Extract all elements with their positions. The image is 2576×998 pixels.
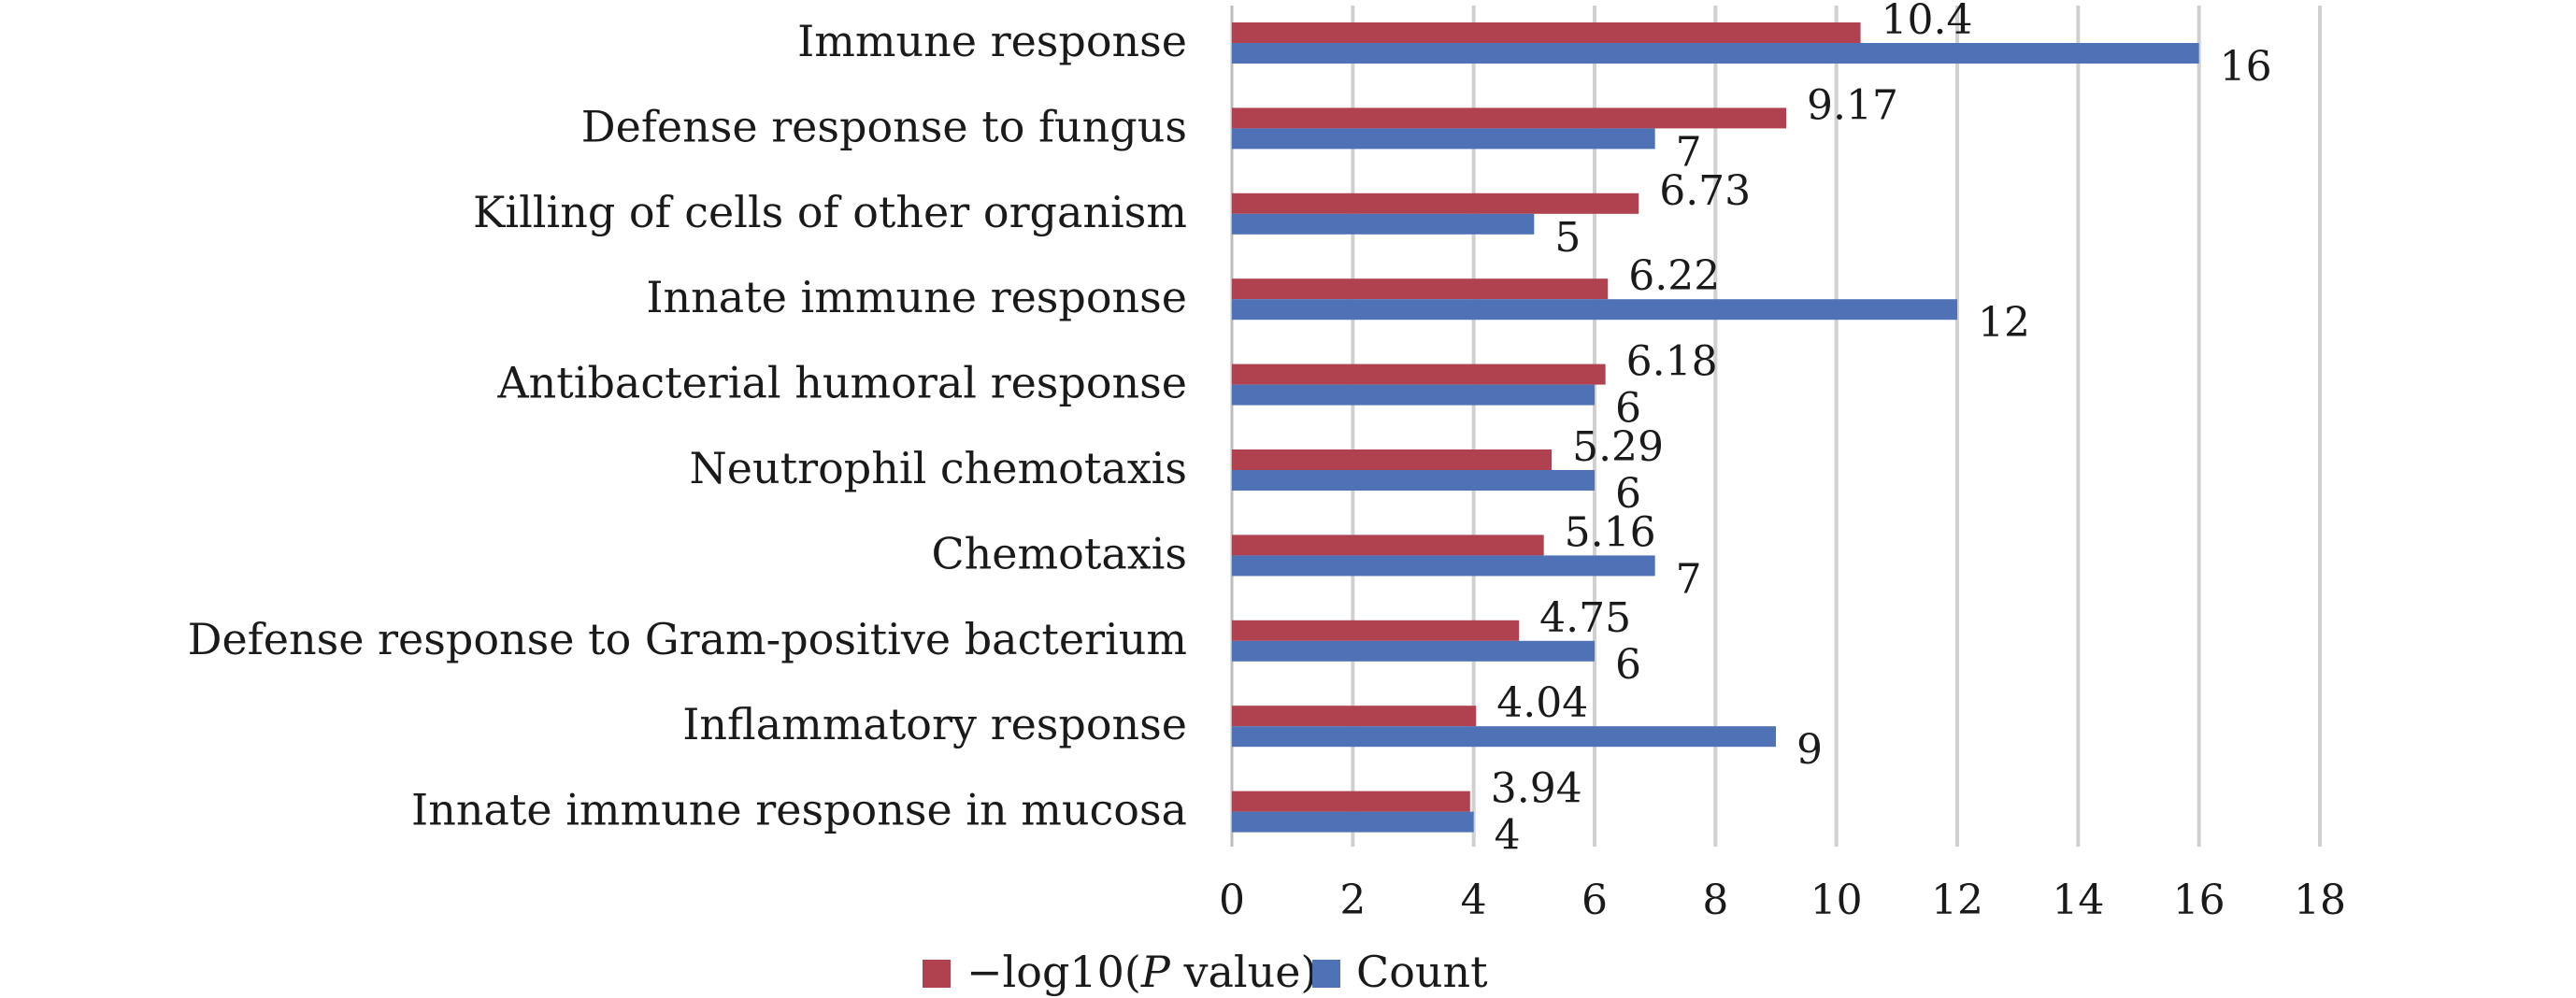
data-label-neg-log10-p: 6.73 [1659, 167, 1751, 215]
data-label-count: 4 [1495, 812, 1521, 860]
data-label-neg-log10-p: 10.4 [1882, 0, 1973, 44]
data-label-neg-log10-p: 5.16 [1565, 508, 1656, 556]
x-tick-label: 18 [2294, 877, 2346, 924]
category-label: Innate immune response [646, 272, 1187, 322]
data-label-count: 12 [1978, 299, 2030, 347]
bar-neg-log10-p [1232, 620, 1520, 641]
legend-swatch-count [1312, 960, 1340, 988]
category-label: Immune response [797, 16, 1187, 66]
x-tick-label: 12 [1931, 877, 1983, 924]
x-tick-label: 6 [1581, 877, 1608, 924]
bar-count [1232, 640, 1595, 662]
bar-count [1232, 470, 1595, 491]
bar-neg-log10-p [1232, 364, 1606, 385]
bar-neg-log10-p [1232, 706, 1477, 727]
bar-neg-log10-p [1232, 278, 1609, 300]
category-label: Killing of cells of other organism [473, 187, 1187, 237]
data-label-neg-log10-p: 4.04 [1496, 679, 1588, 727]
data-label-neg-log10-p: 9.17 [1807, 81, 1898, 129]
category-label: Defense response to Gram-positive bacter… [188, 614, 1187, 664]
x-tick-label: 0 [1219, 877, 1245, 924]
x-tick-label: 14 [2052, 877, 2104, 924]
bar-count [1232, 811, 1474, 833]
data-label-count: 16 [2220, 43, 2272, 91]
x-axis-tick-labels: 0 2 4 6 8 10 12 14 16 18 [1219, 877, 2346, 924]
x-tick-label: 4 [1461, 877, 1487, 924]
data-label-count: 6 [1615, 641, 1641, 689]
data-label-neg-log10-p: 6.18 [1626, 338, 1718, 386]
data-label-neg-log10-p: 6.22 [1628, 252, 1720, 300]
bar-count [1232, 43, 2199, 64]
category-labels: Immune response Defense response to fungu… [188, 16, 1187, 835]
legend-swatch-neg-log10-p [923, 960, 951, 988]
bar-neg-log10-p [1232, 791, 1470, 812]
data-label-neg-log10-p: 5.29 [1572, 423, 1664, 471]
bar-count [1232, 726, 1776, 748]
data-label-neg-log10-p: 4.75 [1539, 594, 1631, 642]
bar-count [1232, 555, 1655, 577]
bar-count [1232, 213, 1535, 235]
data-labels: 10.4 9.17 6.73 6.22 6.18 5.29 5.16 4.75 4.04 3.94… [1491, 0, 2272, 860]
data-label-count: 7 [1676, 128, 1702, 176]
category-label: Neutrophil chemotaxis [690, 443, 1187, 493]
bar-count [1232, 128, 1655, 150]
data-label-count: 6 [1615, 385, 1641, 433]
category-label: Antibacterial humoral response [496, 358, 1187, 408]
x-tick-label: 10 [1810, 877, 1863, 924]
x-tick-label: 2 [1339, 877, 1366, 924]
bar-neg-log10-p [1232, 192, 1639, 214]
legend-label-neg-log10-p: −log10(P value) [966, 947, 1317, 997]
bar-count [1232, 299, 1957, 321]
x-tick-label: 8 [1702, 877, 1728, 924]
legend-label-count: Count [1356, 947, 1488, 997]
bar-neg-log10-p [1232, 22, 1861, 43]
data-label-count: 9 [1796, 726, 1823, 774]
bar-neg-log10-p [1232, 535, 1544, 556]
data-label-count: 7 [1676, 555, 1702, 603]
category-label: Inflammatory response [682, 699, 1187, 749]
bars [1232, 22, 2199, 833]
legend: −log10(P value) Count [923, 947, 1488, 997]
bar-neg-log10-p [1232, 107, 1786, 129]
data-label-count: 5 [1554, 214, 1581, 262]
bar-count [1232, 384, 1595, 406]
category-label: Defense response to fungus [581, 101, 1187, 151]
category-label: Chemotaxis [931, 528, 1187, 578]
category-label: Innate immune response in mucosa [411, 785, 1187, 835]
data-label-neg-log10-p: 3.94 [1491, 765, 1582, 813]
data-label-count: 6 [1615, 470, 1641, 518]
bar-neg-log10-p [1232, 449, 1553, 470]
x-tick-label: 16 [2173, 877, 2225, 924]
